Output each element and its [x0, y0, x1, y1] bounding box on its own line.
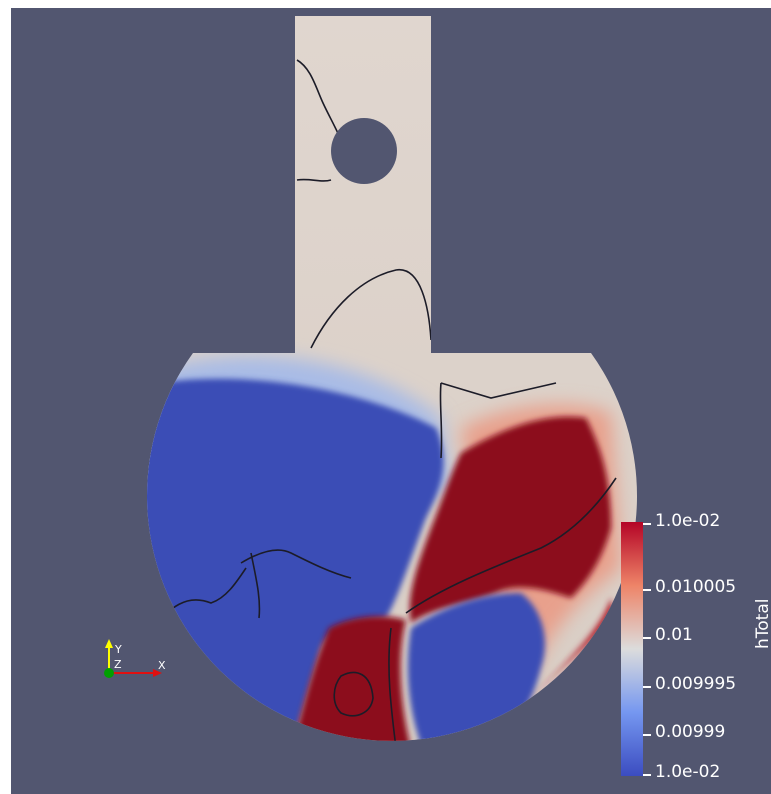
colorbar-tick-label: 1.0e-02	[655, 511, 721, 531]
colorbar-tick-label: 0.00999	[655, 722, 726, 742]
colorbar-tick-label: 1.0e-02	[655, 762, 721, 782]
colorbar-tick	[643, 774, 651, 776]
hole	[331, 118, 397, 184]
colorbar-tick	[643, 589, 651, 591]
axis-z-label: Z	[114, 658, 122, 671]
render-viewport[interactable]: Y Z X 1.0e-02 0.010005 0.01 0.009995 0.0…	[11, 8, 771, 794]
colorbar-tick-label: 0.010005	[655, 577, 737, 597]
simulation-render: Y Z X	[104, 16, 643, 776]
axis-y-label: Y	[114, 643, 122, 656]
colorbar-tick	[643, 734, 651, 736]
colorbar-tick-label: 0.01	[655, 625, 693, 645]
colorbar-tick-label: 0.009995	[655, 674, 737, 694]
colorbar-gradient	[621, 522, 643, 776]
colorbar-tick	[643, 686, 651, 688]
colorbar-tick	[643, 523, 651, 525]
axes-triad: Y Z X	[104, 639, 166, 678]
colorbar-title: hTotal	[753, 598, 771, 649]
colorbar-tick	[643, 637, 651, 639]
axis-x-label: X	[158, 659, 166, 672]
